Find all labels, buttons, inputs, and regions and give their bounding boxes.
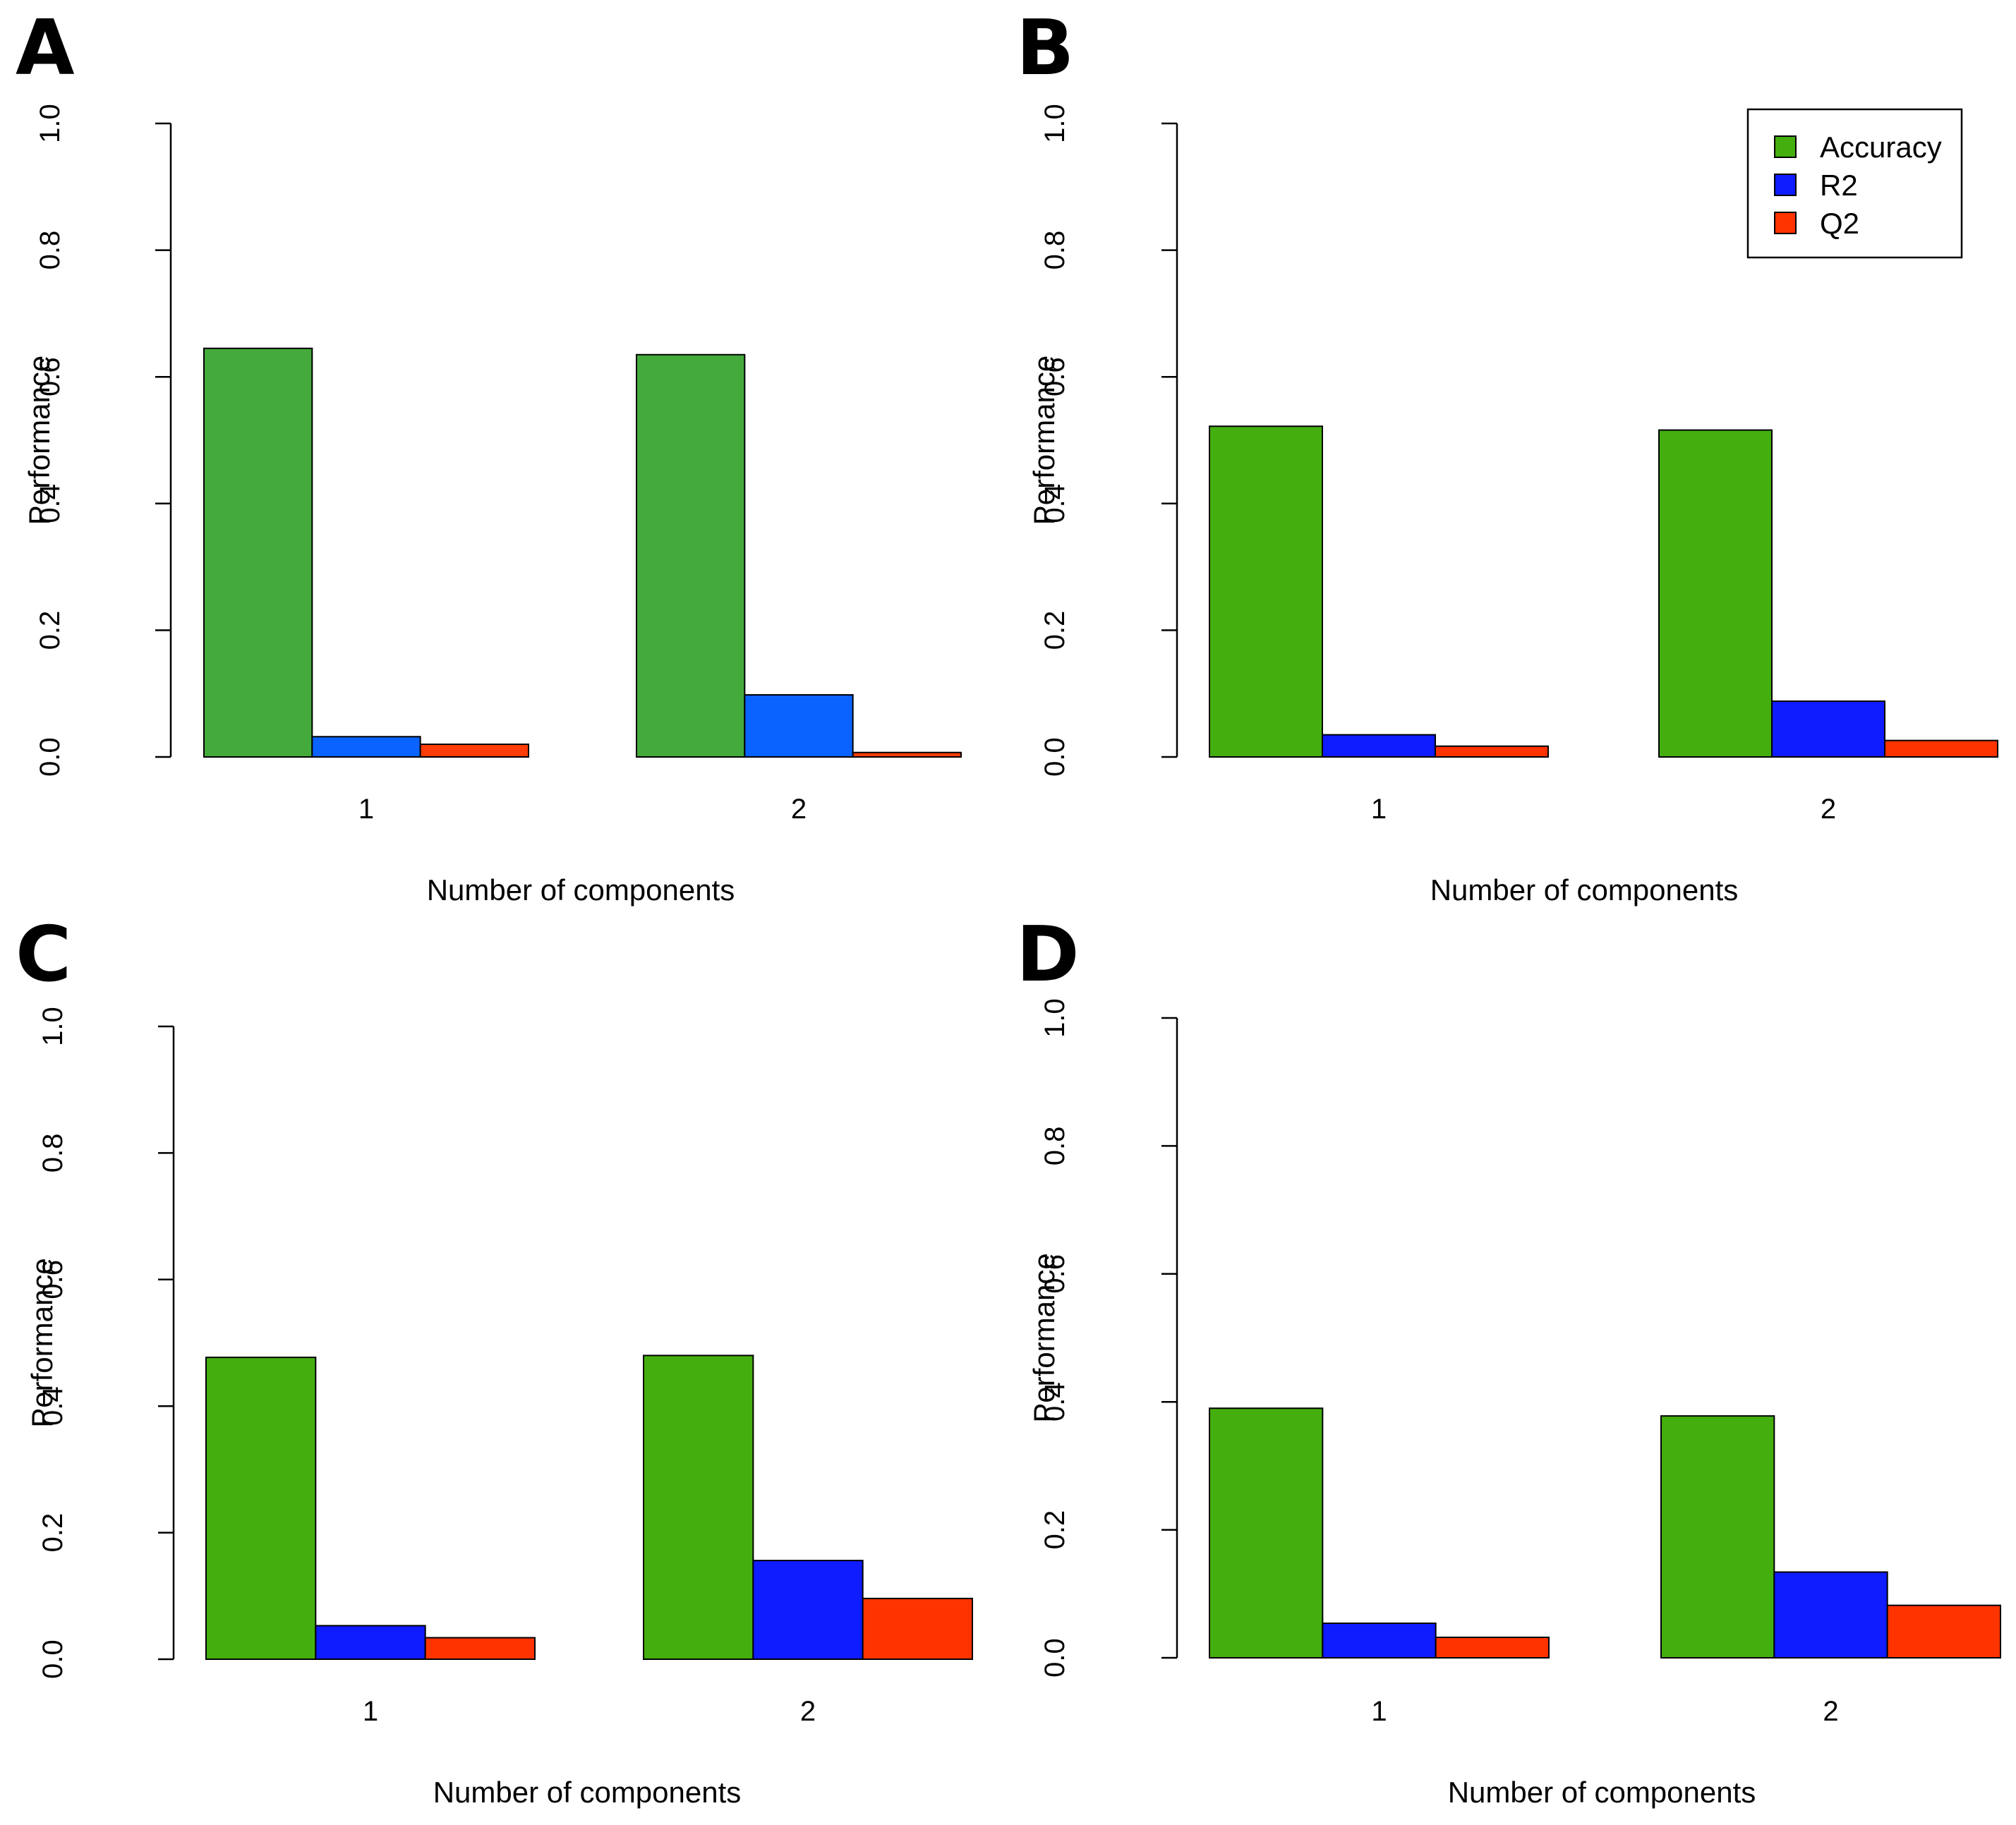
bar-r2-2: [1771, 700, 1885, 758]
bar-r2-1: [311, 736, 421, 758]
y-axis-title: Performance: [23, 356, 56, 525]
x-tick-label: 2: [800, 1696, 816, 1727]
y-tick-label: 0.8: [1039, 231, 1070, 270]
y-tick-label: 0.4: [37, 1386, 68, 1426]
y-tick-label: 0.0: [1039, 1638, 1070, 1678]
y-tick-label: 0.8: [35, 231, 66, 270]
x-tick-label: 1: [1371, 1696, 1387, 1727]
x-tick-label: 2: [791, 794, 807, 825]
bar-accuracy-1: [205, 1357, 317, 1660]
x-tick-label: 1: [363, 1696, 378, 1727]
bar-accuracy-2: [1660, 1415, 1775, 1659]
y-axis-title: Performance: [1027, 356, 1061, 525]
panel-letter-B: B: [1016, 4, 1074, 92]
y-tick-label: 0.0: [1039, 737, 1070, 777]
bar-accuracy-1: [1209, 1407, 1324, 1659]
bar-q2-2: [852, 751, 962, 758]
bar-accuracy-2: [643, 1354, 754, 1660]
y-tick-label: 0.0: [37, 1639, 68, 1679]
bar-r2-1: [1322, 734, 1436, 758]
bar-q2-2: [1884, 739, 1998, 758]
y-tick-label: 0.4: [35, 484, 66, 523]
bar-q2-2: [862, 1597, 973, 1660]
legend-label-q2: Q2: [1820, 207, 1859, 240]
x-axis-title: Number of components: [427, 873, 735, 907]
bar-q2-1: [1435, 1636, 1550, 1659]
bar-accuracy-2: [636, 353, 746, 758]
bar-r2-1: [1322, 1623, 1437, 1659]
y-axis-title: Performance: [25, 1258, 59, 1427]
bar-q2-1: [419, 744, 530, 758]
bar-r2-1: [315, 1625, 426, 1660]
x-tick-label: 2: [1821, 794, 1836, 825]
bar-r2-2: [744, 693, 854, 758]
legend-swatch-q2: [1774, 212, 1797, 234]
y-tick-label: 0.4: [1039, 1382, 1070, 1421]
legend-swatch-accuracy: [1774, 135, 1797, 158]
y-tick-label: 0.2: [1039, 611, 1070, 650]
y-tick-label: 1.0: [35, 104, 66, 143]
x-axis-title: Number of components: [433, 1776, 742, 1809]
bar-r2-2: [1773, 1571, 1888, 1659]
bar-accuracy-1: [1209, 425, 1323, 758]
y-tick-label: 0.0: [35, 737, 66, 777]
bar-accuracy-1: [203, 347, 313, 758]
y-tick-label: 0.4: [1039, 484, 1070, 523]
bar-r2-2: [752, 1560, 864, 1661]
y-tick-label: 0.8: [37, 1134, 68, 1173]
legend-label-accuracy: Accuracy: [1820, 131, 1942, 164]
y-tick-label: 0.6: [1039, 1254, 1070, 1294]
x-tick-label: 1: [358, 794, 374, 825]
bar-accuracy-2: [1658, 429, 1773, 758]
y-axis-title: Performance: [1027, 1253, 1061, 1422]
y-tick-label: 0.6: [1039, 357, 1070, 396]
x-axis-title: Number of components: [1448, 1776, 1756, 1809]
x-axis-title: Number of components: [1430, 873, 1739, 907]
legend-label-r2: R2: [1820, 169, 1858, 202]
bar-q2-2: [1886, 1604, 2002, 1659]
panel-letter-D: D: [1016, 911, 1080, 999]
y-tick-label: 0.8: [1039, 1127, 1070, 1166]
y-tick-label: 1.0: [37, 1007, 68, 1046]
legend-swatch-r2: [1774, 174, 1797, 196]
panel-letter-A: A: [16, 4, 75, 92]
x-tick-label: 1: [1371, 794, 1387, 825]
y-tick-label: 0.6: [35, 357, 66, 396]
x-tick-label: 2: [1823, 1696, 1838, 1727]
y-tick-label: 0.2: [37, 1513, 68, 1553]
y-tick-label: 0.6: [37, 1260, 68, 1299]
y-tick-label: 1.0: [1039, 104, 1070, 143]
y-tick-label: 1.0: [1039, 998, 1070, 1038]
panel-letter-C: C: [16, 911, 71, 999]
bar-q2-1: [1435, 745, 1549, 758]
y-tick-label: 0.2: [1039, 1510, 1070, 1550]
bar-q2-1: [424, 1637, 536, 1660]
y-tick-label: 0.2: [35, 611, 66, 650]
